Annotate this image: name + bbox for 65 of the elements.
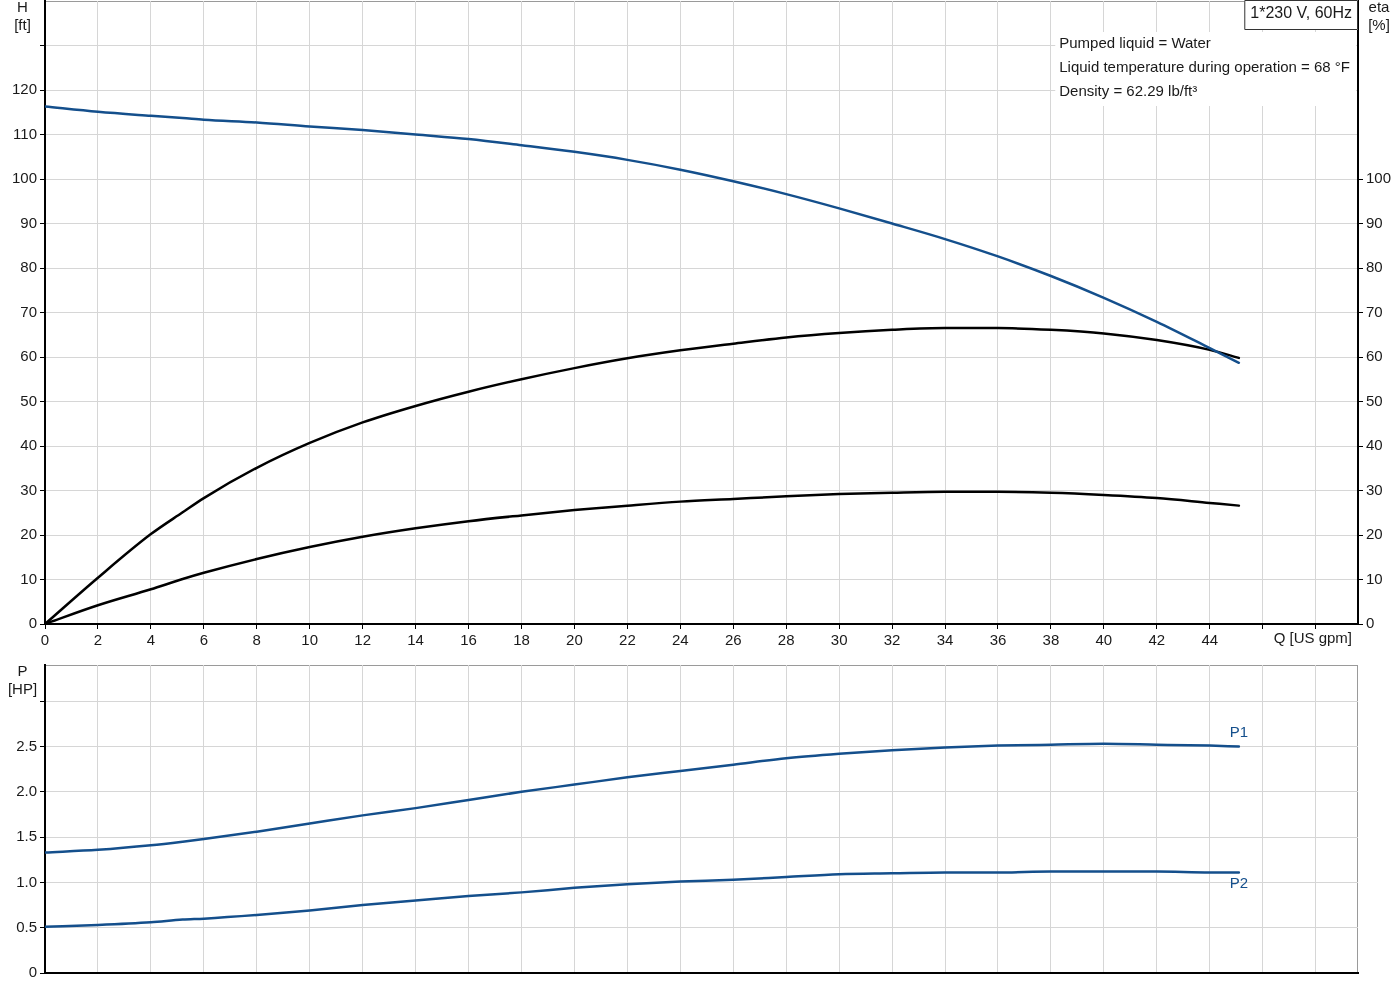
- line-series: [45, 105, 1241, 365]
- y2-tick-label: 20: [1366, 525, 1383, 543]
- x-tick-label: 40: [1095, 631, 1113, 649]
- y2-axis-title: eta [%]: [1368, 0, 1391, 34]
- y-tick-label: 0: [28, 614, 37, 632]
- x-tick-label: 26: [724, 631, 742, 649]
- y-tick-label: 30: [20, 480, 37, 498]
- x-tick-label: 6: [199, 631, 208, 649]
- y-tick-label: 110: [13, 124, 37, 142]
- x-tick-label: 34: [936, 631, 954, 649]
- x-tick-label: 30: [830, 631, 848, 649]
- x-tick-label: 36: [989, 631, 1007, 649]
- x-tick-label: 22: [619, 631, 636, 649]
- x-tick-label: 42: [1148, 631, 1166, 649]
- y-tick-label: 0.5: [16, 917, 37, 935]
- x-tick-label: 20: [566, 631, 583, 649]
- series-label: P2: [1229, 873, 1249, 891]
- x-tick-label: 38: [1042, 631, 1060, 649]
- y2-tick-label: 80: [1366, 258, 1383, 276]
- x-tick-label: 24: [671, 631, 689, 649]
- y2-tick-label: 100: [1366, 169, 1392, 187]
- y2-tick-label: 50: [1366, 391, 1383, 409]
- x-tick-label: 16: [460, 631, 477, 649]
- y2-tick-label: 0: [1366, 614, 1375, 632]
- x-tick-label: 44: [1201, 631, 1219, 649]
- y-tick-label: 1.0: [16, 872, 37, 890]
- x-tick-label: 28: [777, 631, 795, 649]
- y-tick-label: 2.0: [16, 781, 37, 799]
- y-tick-label: 80: [20, 258, 37, 276]
- y-tick-label: 20: [20, 525, 37, 543]
- y-axis-title: P [HP]: [7, 662, 38, 698]
- y2-tick-label: 90: [1366, 213, 1383, 231]
- y-tick-label: 0: [28, 963, 37, 981]
- y-tick-label: 50: [20, 391, 37, 409]
- line-series: [45, 742, 1241, 854]
- x-tick-label: 32: [883, 631, 901, 649]
- x-tick-label: 8: [252, 631, 261, 649]
- y2-tick-label: 10: [1366, 569, 1383, 587]
- y-tick-label: 1.5: [16, 827, 37, 845]
- chart-title: 1*230 V, 60Hz: [1250, 4, 1353, 22]
- y-axis-title: H [ft]: [14, 0, 31, 34]
- y-tick-label: 100: [11, 169, 37, 187]
- y-tick-label: 2.5: [16, 736, 37, 754]
- y-tick-label: 60: [20, 347, 37, 365]
- x-tick-label: 0: [40, 631, 50, 649]
- x-tick-label: 10: [301, 631, 319, 649]
- y-tick-label: 40: [20, 436, 37, 454]
- y2-tick-label: 30: [1366, 480, 1383, 498]
- y-tick-label: 90: [20, 213, 37, 231]
- x-tick-label: 12: [354, 631, 372, 649]
- x-axis-title: Q [US gpm]: [1273, 629, 1352, 647]
- x-tick-label: 18: [513, 631, 530, 649]
- y2-tick-label: 70: [1366, 302, 1383, 320]
- y-tick-label: 120: [11, 80, 37, 98]
- x-tick-label: 2: [93, 631, 103, 649]
- y2-tick-label: 60: [1366, 347, 1383, 365]
- annotation: Liquid temperature during operation = 68 °F: [1059, 58, 1350, 76]
- annotation: Density = 62.29 lb/ft³: [1059, 82, 1198, 100]
- annotation: Pumped liquid = Water: [1059, 34, 1211, 52]
- x-tick-label: 4: [146, 631, 156, 649]
- y-tick-label: 10: [20, 569, 37, 587]
- x-tick-label: 14: [407, 631, 424, 649]
- series-label: P1: [1229, 722, 1249, 740]
- y-tick-label: 70: [20, 302, 37, 320]
- y2-tick-label: 40: [1366, 436, 1383, 454]
